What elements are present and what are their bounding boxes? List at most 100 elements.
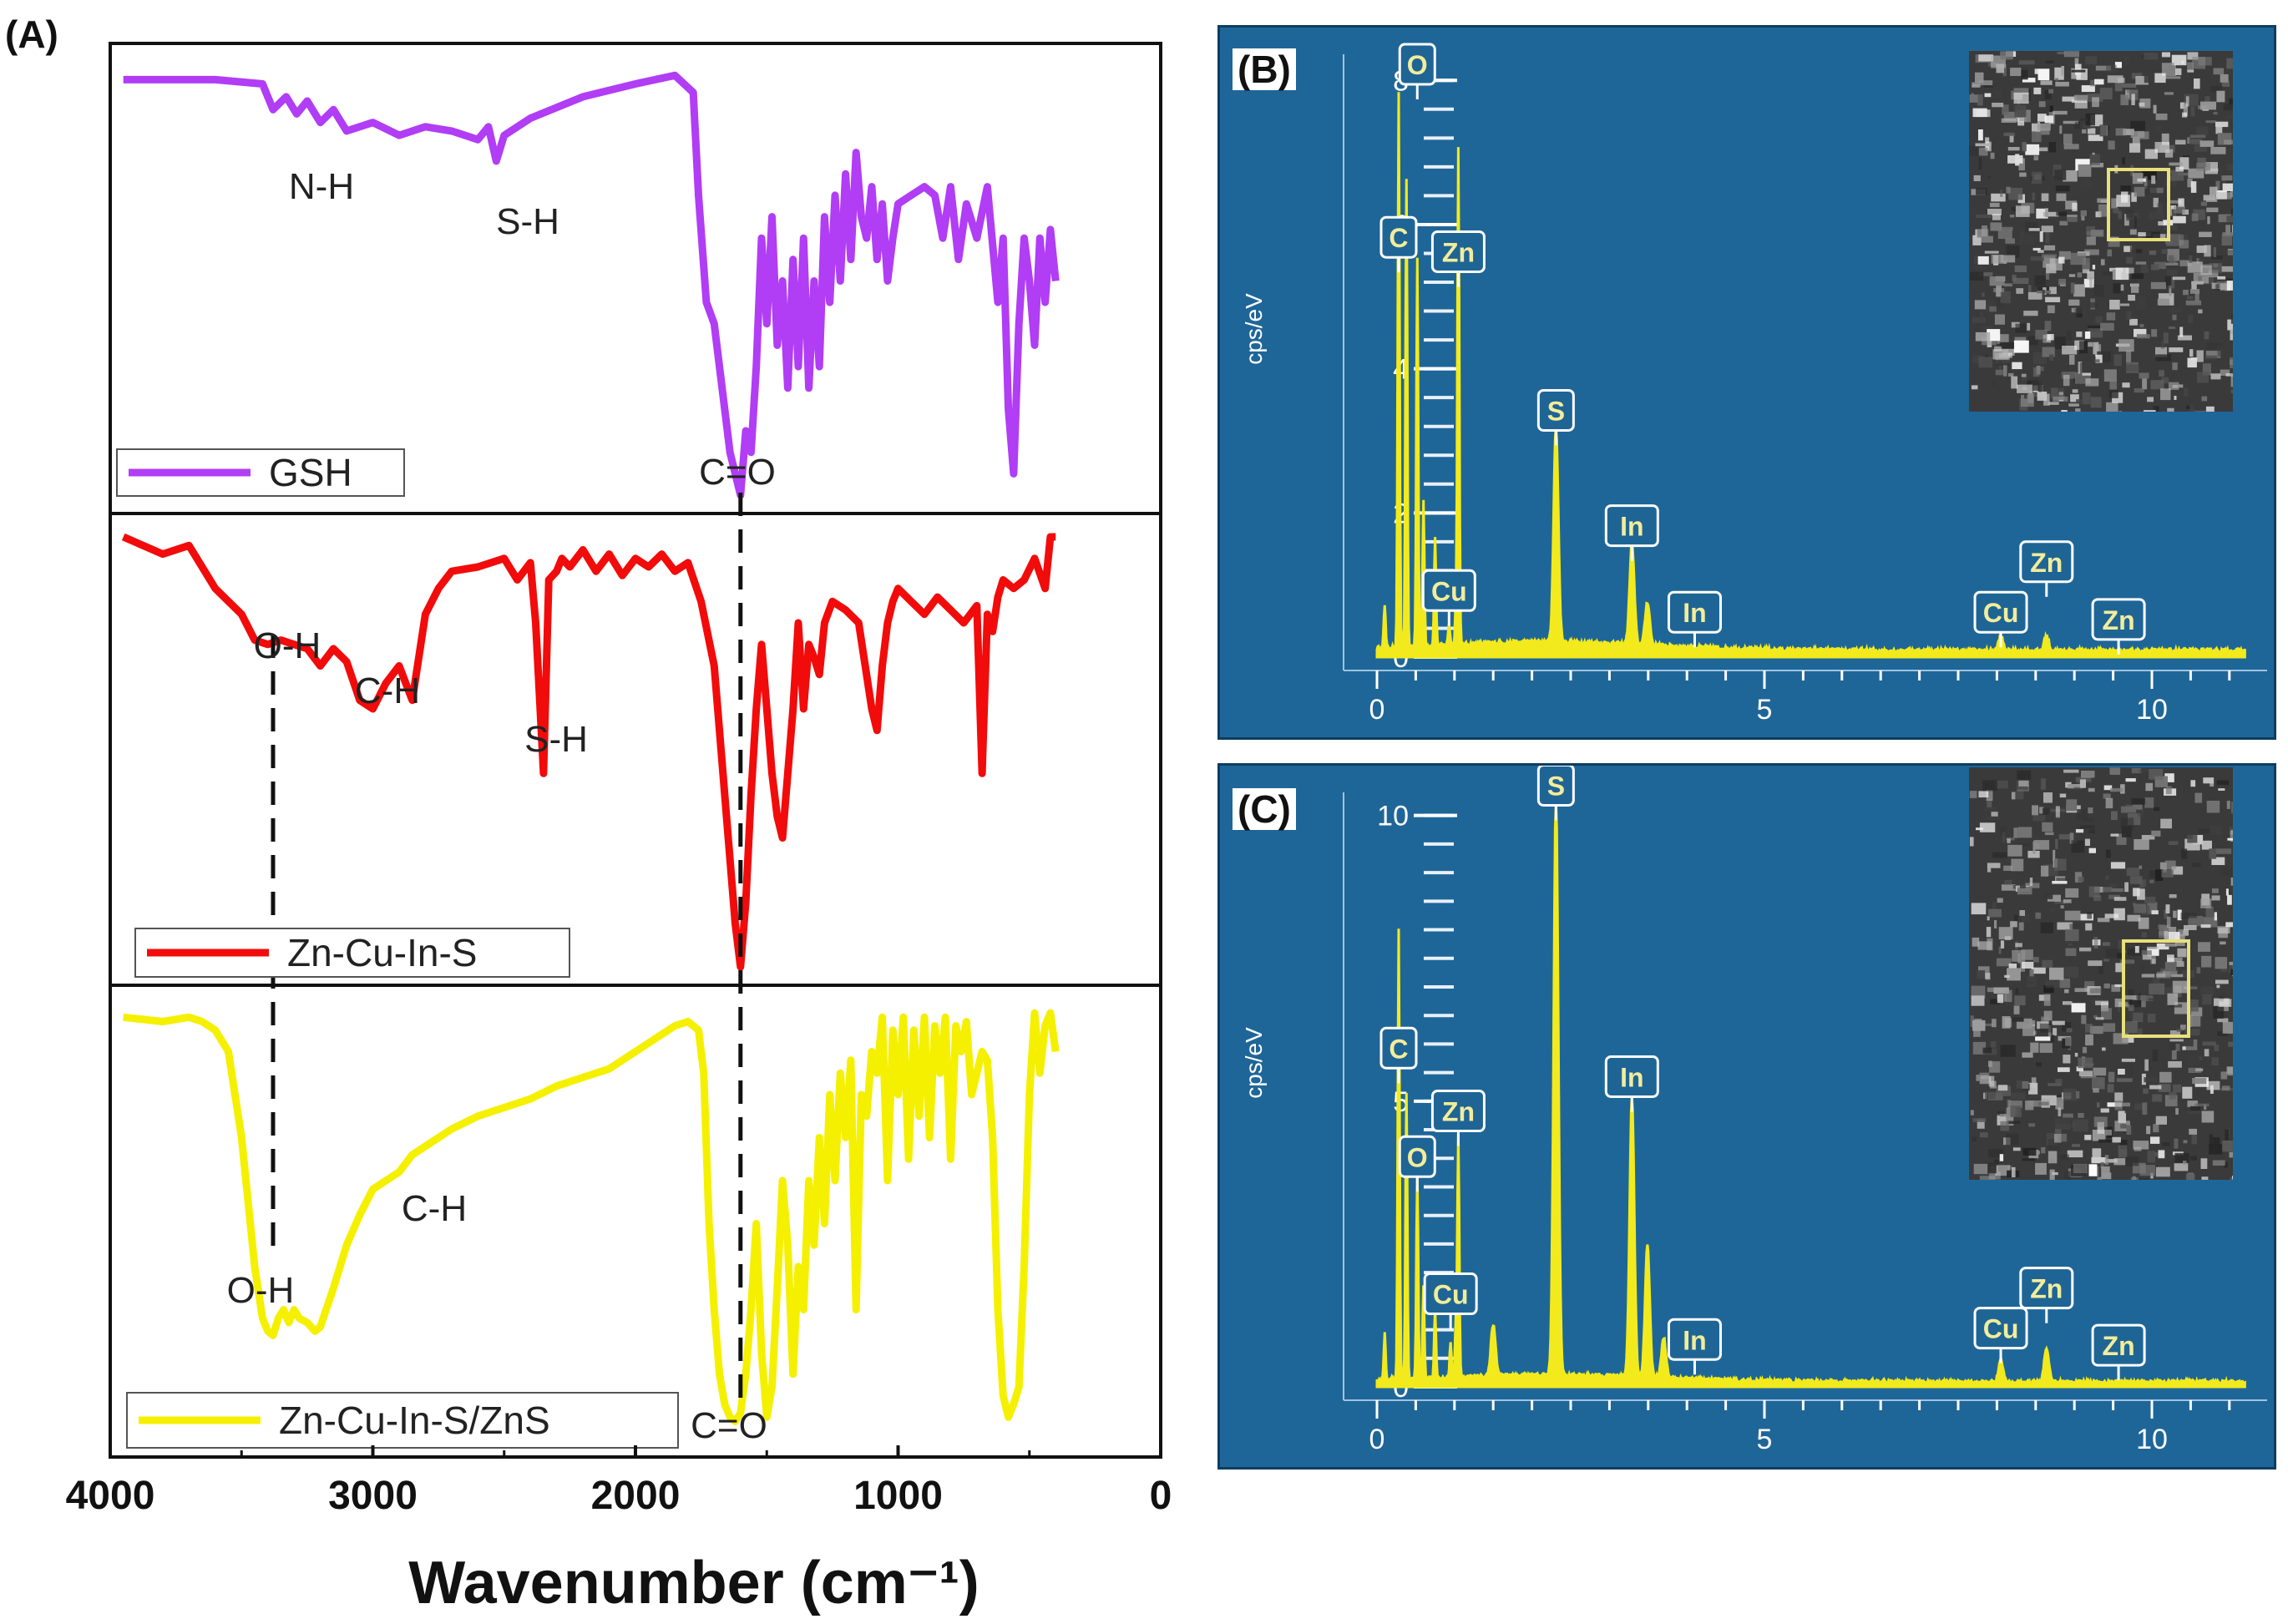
- element-name: S: [1547, 396, 1565, 426]
- x-tick-label: 0: [1369, 1424, 1385, 1455]
- annotation-label: N-H: [289, 166, 354, 207]
- element-name: Zn: [1442, 237, 1475, 267]
- annotation-label: C-H: [402, 1188, 467, 1229]
- element-tag: [1421, 569, 1476, 612]
- panel-label-b: (B): [1233, 48, 1296, 90]
- element-tag: [1430, 1090, 1486, 1133]
- legend-label: GSH: [269, 451, 352, 494]
- element-tag: [1379, 1026, 1418, 1070]
- panel-label-c: (C): [1233, 788, 1296, 830]
- annotation-label: C=O: [699, 452, 776, 493]
- ftir-chart: GSH Zn-Cu-In-S Zn-Cu-In-S/ZnS N-H S-H C=O O-H C…: [66, 42, 1172, 1616]
- element-label: Zn: [2091, 598, 2146, 655]
- sem-texture: [1969, 51, 2233, 412]
- legend-2: Zn-Cu-In-S: [134, 928, 570, 978]
- sem-selection-box: [2122, 939, 2190, 1038]
- element-tag: [1973, 1307, 2028, 1350]
- legend-label: Zn-Cu-In-S: [287, 931, 477, 974]
- annotation-label: S-H: [524, 719, 588, 760]
- element-tag: [1398, 1135, 1436, 1178]
- element-tag: [1430, 230, 1486, 273]
- element-tag: [1604, 504, 1659, 548]
- element-name: Zn: [2103, 1331, 2135, 1361]
- x-tick-label: 0: [1150, 1474, 1172, 1518]
- element-name: In: [1683, 1325, 1706, 1355]
- element-tag: [2091, 598, 2146, 641]
- element-name: Zn: [2103, 605, 2135, 635]
- element-label: O: [1398, 1135, 1436, 1192]
- sem-texture: [1969, 767, 2233, 1180]
- element-tag: [1667, 590, 1722, 634]
- x-tick-label: 0: [1369, 694, 1385, 726]
- annotation-label: O-H: [227, 1270, 295, 1311]
- series-line-1: [123, 71, 1060, 499]
- element-name: C: [1389, 223, 1408, 253]
- x-tick-label: 10: [2136, 1424, 2168, 1455]
- element-name: In: [1620, 512, 1643, 542]
- element-label: In: [1604, 1055, 1659, 1112]
- sem-image-c: [1969, 767, 2233, 1180]
- element-tag: [2091, 1323, 2146, 1367]
- x-tick-label: 2000: [591, 1474, 681, 1518]
- x-axis-title: Wavenumber (cm⁻¹): [408, 1550, 979, 1616]
- element-label: Cu: [1423, 1272, 1478, 1329]
- element-label: In: [1667, 590, 1722, 648]
- element-name: In: [1620, 1062, 1643, 1092]
- y-axis-title: cps/eV: [1241, 1027, 1267, 1099]
- x-tick-label: 5: [1757, 1424, 1773, 1455]
- element-label: Cu: [1973, 590, 2028, 648]
- element-name: O: [1407, 1142, 1428, 1172]
- y-axis-title: cps/eV: [1241, 293, 1267, 365]
- element-label: C: [1379, 215, 1418, 273]
- element-name: Cu: [1433, 1280, 1469, 1310]
- sem-selection-box: [2107, 168, 2170, 241]
- element-name: C: [1389, 1034, 1408, 1064]
- element-tag: [1398, 43, 1436, 86]
- element-tag: [2019, 1267, 2074, 1310]
- element-tag: [1973, 590, 2028, 634]
- element-tag: [1536, 766, 1575, 807]
- element-tag: [1379, 215, 1418, 259]
- annotation-label: C=O: [691, 1405, 767, 1446]
- element-label: C: [1379, 1026, 1418, 1084]
- legend-label: Zn-Cu-In-S/ZnS: [279, 1399, 550, 1442]
- element-name: Cu: [1983, 1314, 2019, 1344]
- legend-3: Zn-Cu-In-S/ZnS: [126, 1392, 679, 1449]
- legend-box: [134, 928, 570, 978]
- annotation-label: S-H: [496, 201, 559, 242]
- element-label: S: [1536, 766, 1575, 821]
- element-label: O: [1398, 43, 1436, 99]
- element-label: In: [1667, 1318, 1722, 1375]
- element-label: In: [1604, 504, 1659, 561]
- sem-image-b: [1969, 51, 2233, 412]
- element-tag: [1667, 1318, 1722, 1361]
- element-name: In: [1683, 598, 1706, 628]
- x-tick-label: 4000: [66, 1474, 155, 1518]
- series-line-2: [121, 533, 1056, 971]
- element-name: Cu: [1431, 576, 1467, 606]
- spectrum-fill: [1375, 803, 2246, 1389]
- annotation-label: O-H: [254, 625, 321, 666]
- element-label: Zn: [1430, 230, 1486, 287]
- element-label: Zn: [1430, 1090, 1486, 1146]
- element-name: Zn: [1442, 1097, 1475, 1127]
- panel-label-a: (A): [5, 13, 58, 56]
- element-label: Zn: [2091, 1323, 2146, 1381]
- element-name: Cu: [1983, 598, 2019, 628]
- x-tick-label: 10: [2136, 694, 2168, 726]
- y-tick-label: 10: [1377, 801, 1409, 832]
- element-tag: [1536, 388, 1575, 432]
- element-label: S: [1536, 388, 1575, 446]
- spectrum-fill: [1375, 92, 2246, 659]
- element-label: Zn: [2019, 540, 2074, 597]
- element-tag: [1604, 1055, 1659, 1098]
- x-tick-label: 1000: [853, 1474, 943, 1518]
- element-name: Zn: [2030, 1274, 2063, 1304]
- element-label: Cu: [1973, 1307, 2028, 1363]
- x-tick-label: 3000: [328, 1474, 418, 1518]
- element-name: S: [1547, 771, 1565, 801]
